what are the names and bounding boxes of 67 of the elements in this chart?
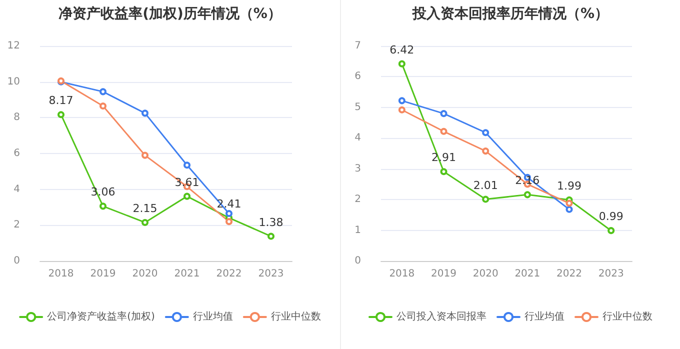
y-tick-label: 2 (14, 220, 20, 231)
point (100, 88, 106, 96)
x-tick-label: 2022 (556, 268, 582, 280)
chart-title: 投入资本回报率历年情况（%） (411, 5, 609, 22)
x-tick-label: 2023 (258, 268, 284, 280)
data-label: 8.17 (48, 94, 74, 108)
point (398, 106, 406, 114)
point (100, 102, 106, 110)
x-tick-label: 2019 (431, 268, 456, 280)
y-tick-label: 0 (14, 256, 20, 266)
y-tick-label: 8 (14, 112, 20, 124)
chart-title: 净资产收益率(加权)历年情况（%） (58, 5, 282, 22)
data-label: 0.99 (598, 210, 624, 224)
y-tick-label: 12 (7, 40, 20, 52)
x-tick-label: 2018 (389, 268, 415, 280)
x-tick-label: 2021 (174, 268, 200, 280)
legend-label: 公司投入资本回报率 (396, 310, 486, 322)
data-label: 2.01 (473, 178, 498, 192)
data-label: 1.38 (258, 216, 284, 229)
legend-label: 行业中位数 (602, 310, 652, 322)
y-tick-label: 4 (354, 132, 361, 144)
data-label: 6.42 (390, 43, 414, 56)
point (440, 110, 448, 118)
legend-label: 行业均值 (524, 310, 564, 322)
x-tick-label: 2018 (48, 268, 74, 280)
point (566, 206, 573, 213)
point (184, 192, 190, 200)
point (184, 162, 190, 169)
point (482, 148, 490, 155)
point (100, 202, 106, 210)
point (440, 128, 448, 135)
legend-label: 公司净资产收益率(加权) (47, 310, 155, 322)
data-label: 2.15 (132, 202, 158, 215)
point (226, 210, 232, 218)
y-tick-label: 6 (354, 71, 361, 82)
legend-label: 行业中位数 (270, 310, 321, 322)
legend-label: 行业均值 (192, 310, 233, 322)
y-tick-label: 7 (354, 40, 361, 52)
x-tick-label: 2021 (514, 268, 540, 280)
point (142, 110, 148, 117)
point (524, 191, 531, 198)
point (440, 168, 448, 176)
y-tick-label: 1 (354, 224, 361, 236)
y-tick-label: 4 (14, 184, 20, 195)
point (608, 227, 615, 234)
y-tick-label: 3 (354, 163, 361, 174)
point (398, 97, 406, 104)
point (142, 218, 148, 226)
point (482, 196, 490, 203)
point (142, 152, 148, 159)
y-tick-label: 6 (14, 148, 20, 159)
x-tick-label: 2023 (598, 268, 624, 280)
point (226, 218, 232, 226)
x-tick-label: 2020 (132, 268, 158, 280)
y-tick-label: 2 (354, 194, 361, 206)
point (268, 232, 274, 240)
data-label: 1.99 (557, 179, 582, 192)
point (58, 111, 64, 118)
y-tick-label: 5 (354, 102, 361, 113)
x-tick-label: 2019 (90, 268, 116, 280)
y-tick-label: 0 (354, 256, 361, 266)
point (482, 129, 490, 136)
point (398, 60, 406, 68)
point (566, 200, 573, 207)
x-tick-label: 2022 (216, 268, 242, 280)
y-tick-label: 10 (7, 76, 20, 88)
x-tick-label: 2020 (472, 268, 498, 280)
